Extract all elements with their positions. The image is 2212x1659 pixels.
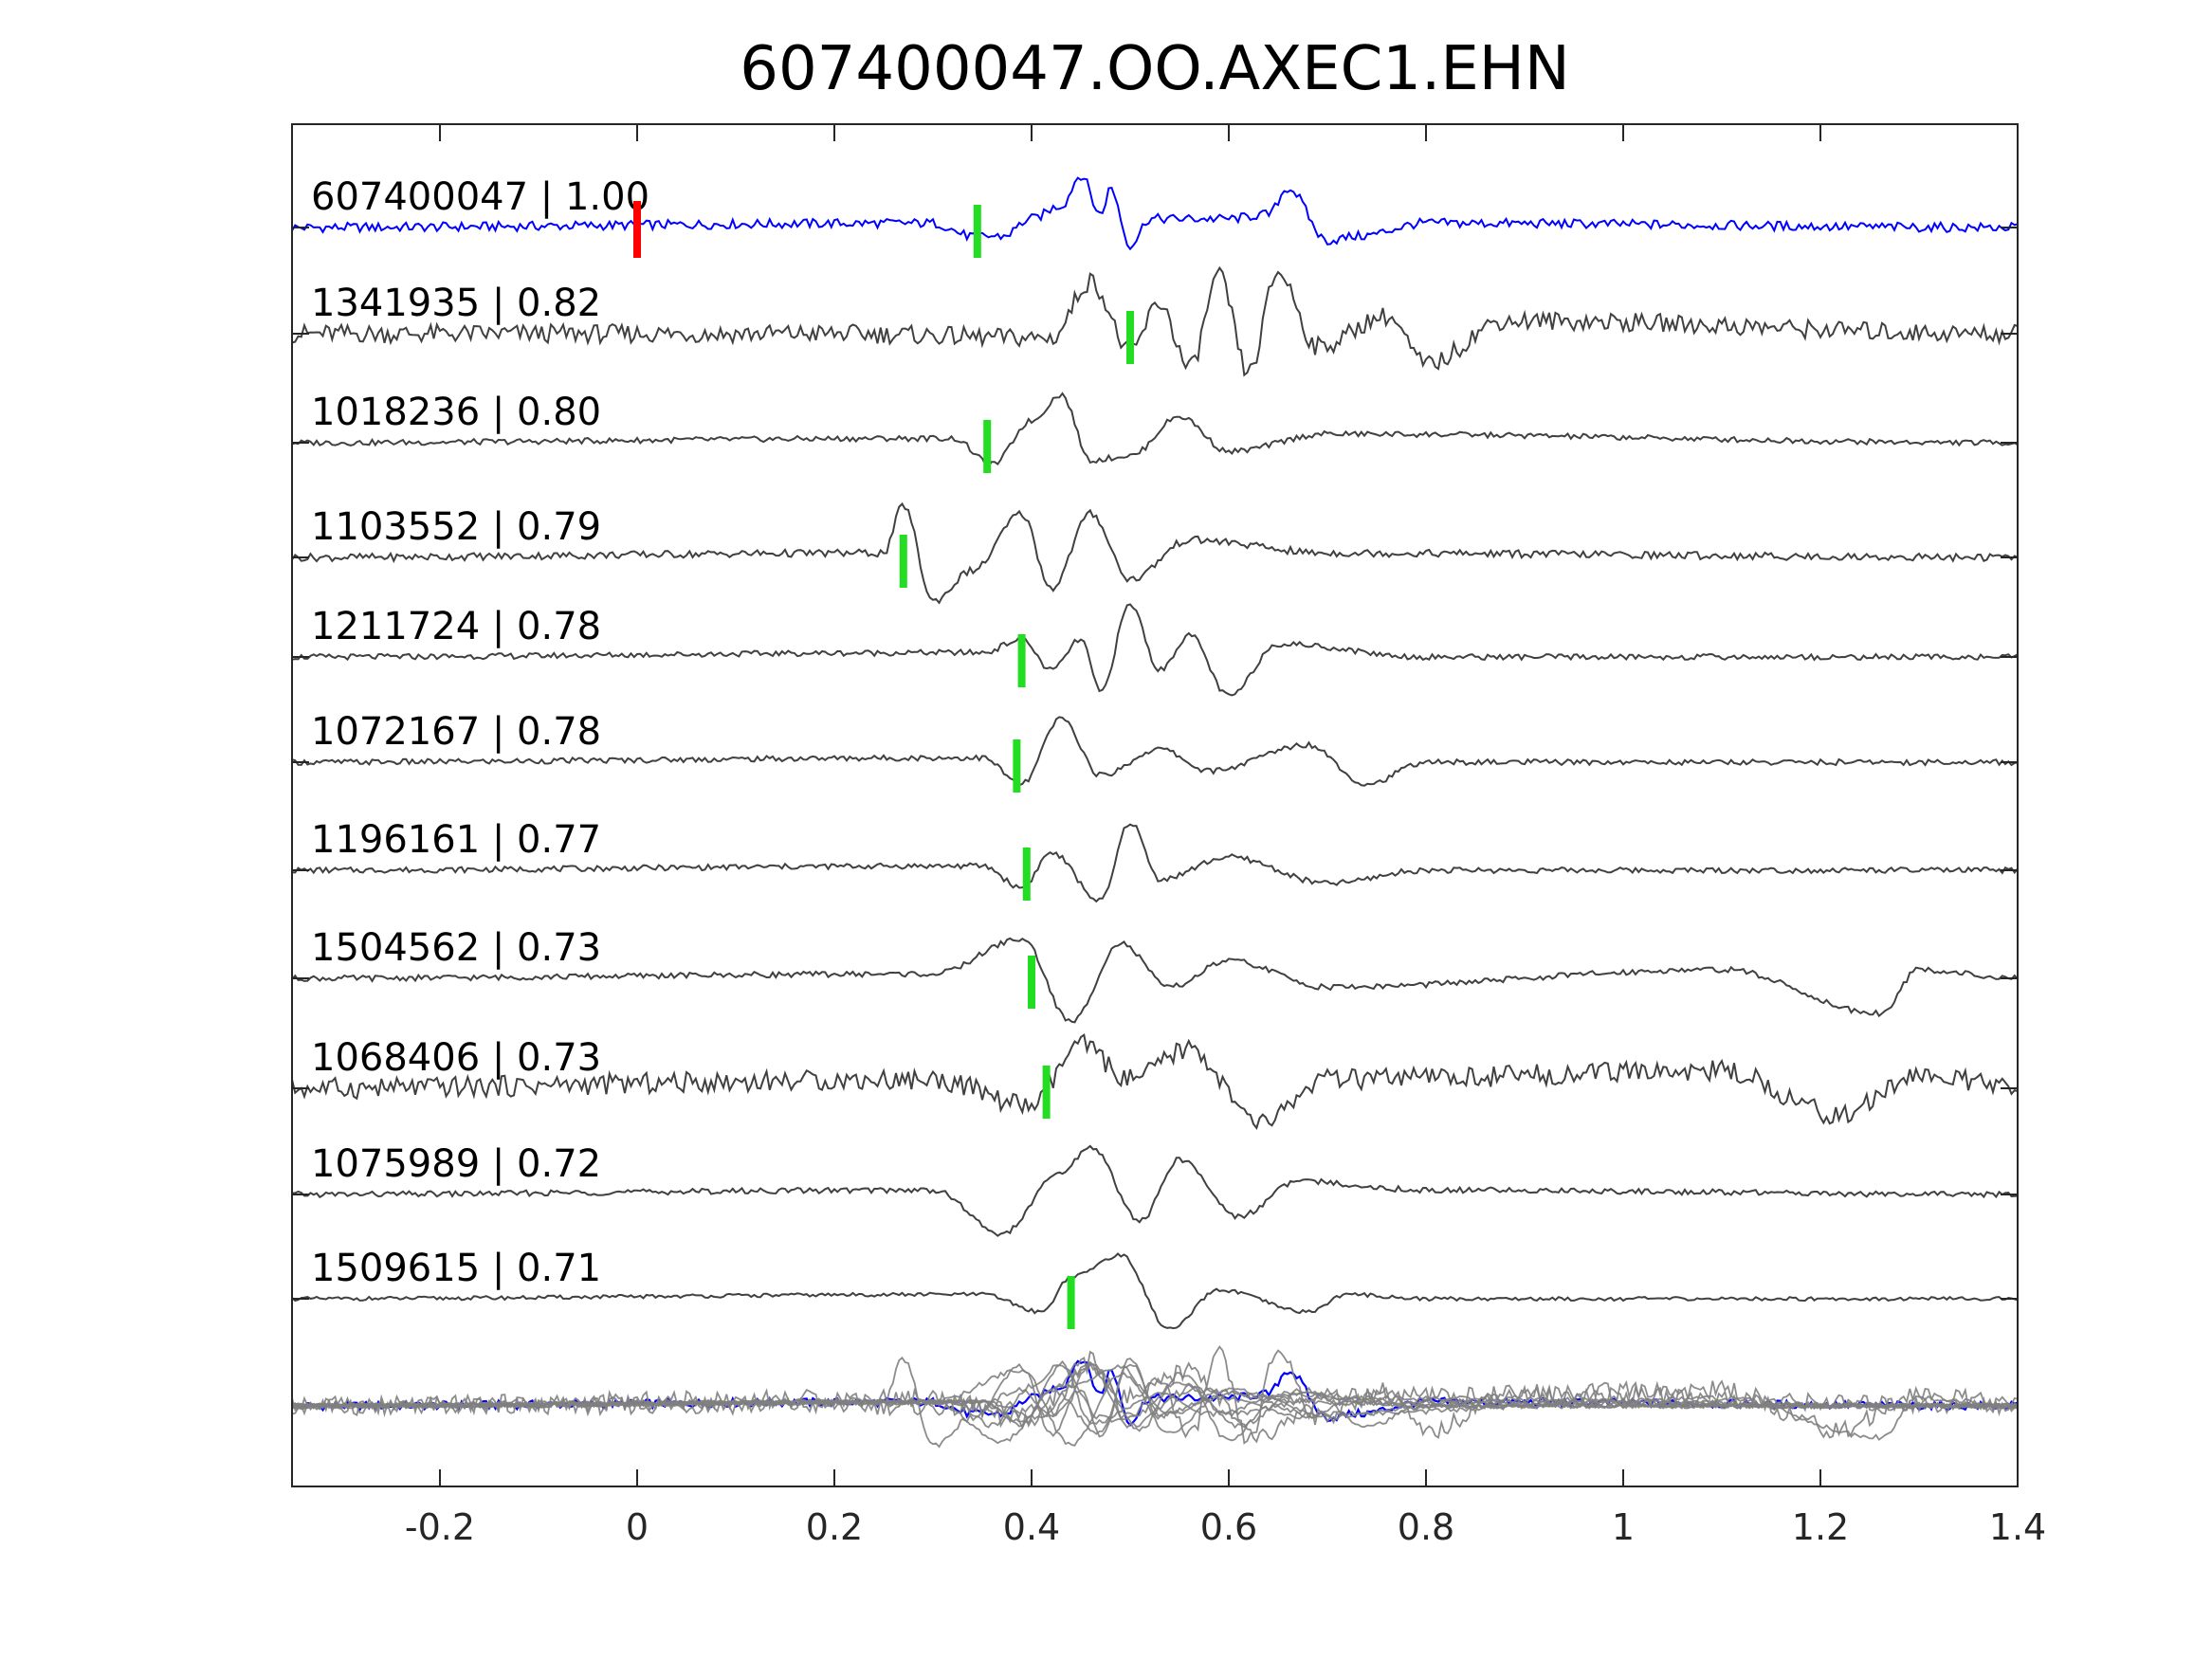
x-tick-label: 0.4 — [1003, 1506, 1060, 1548]
x-tick-label: 0.8 — [1398, 1506, 1454, 1548]
chart-title: 607400047.OO.AXEC1.EHN — [740, 34, 1570, 104]
x-tick-label: 0.2 — [806, 1506, 863, 1548]
y-tick-marks — [292, 227, 2018, 1300]
trace-3-label: 1018236 | 0.80 — [311, 391, 601, 434]
stack-trace-11 — [291, 1364, 2019, 1433]
trace-3-waveform — [291, 392, 2019, 468]
trace-2-label: 1341935 | 0.82 — [311, 282, 601, 325]
trace-1-waveform — [291, 176, 2019, 251]
trace-10-waveform — [291, 1144, 2019, 1237]
trace-1-label: 607400047 | 1.00 — [311, 175, 649, 219]
trace-5-label: 1211724 | 0.78 — [311, 605, 601, 648]
stacked-overlay — [291, 1345, 2019, 1449]
x-tick-label: 0.6 — [1200, 1506, 1257, 1548]
trace-8-label: 1504562 | 0.73 — [311, 926, 601, 970]
trace-7-label: 1196161 | 0.77 — [311, 818, 601, 862]
trace-7-waveform — [291, 823, 2019, 903]
trace-11-label: 1509615 | 0.71 — [311, 1247, 601, 1290]
trace-6-waveform — [291, 716, 2019, 787]
trace-9-waveform — [291, 1033, 2019, 1131]
x-axis: -0.2 0 0.2 0.4 0.6 0.8 1 1.2 1.4 — [405, 124, 2046, 1548]
pick-markers — [633, 201, 1134, 1329]
trace-2-waveform — [291, 265, 2019, 377]
trace-11-waveform — [291, 1252, 2019, 1330]
trace-6-label: 1072167 | 0.78 — [311, 710, 601, 754]
plot-area-frame — [291, 123, 2019, 1487]
x-tick-label: 1.2 — [1792, 1506, 1849, 1548]
trace-labels: 607400047 | 1.00 1341935 | 0.82 1018236 | … — [311, 175, 649, 1290]
trace-9-label: 1068406 | 0.73 — [311, 1036, 601, 1080]
trace-5-waveform — [291, 603, 2019, 697]
x-tick-label: -0.2 — [405, 1506, 475, 1548]
traces-group — [291, 176, 2019, 1330]
x-tick-label: 1 — [1612, 1506, 1635, 1548]
trace-8-waveform — [291, 937, 2019, 1024]
trace-4-waveform — [291, 501, 2019, 605]
x-tick-label: 0 — [626, 1506, 649, 1548]
trace-4-label: 1103552 | 0.79 — [311, 505, 601, 549]
x-tick-label: 1.4 — [1989, 1506, 2046, 1548]
trace-10-label: 1075989 | 0.72 — [311, 1142, 601, 1186]
